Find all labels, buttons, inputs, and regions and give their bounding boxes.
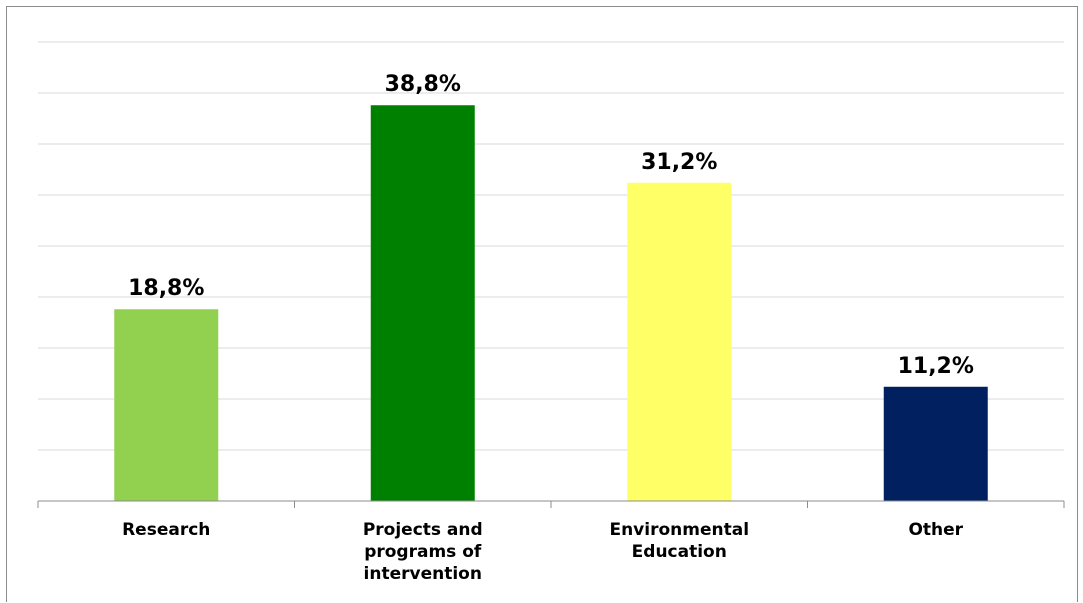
data-label: 38,8%: [385, 72, 461, 97]
bar-projects-and-programs-of-intervention: [370, 105, 475, 502]
bar-environmental-education: [627, 182, 732, 501]
bar-chart: 18,8% 38,8% 31,2% 11,2%: [37, 41, 1065, 508]
x-tick-label: Research: [122, 520, 211, 540]
data-label: 31,2%: [641, 150, 717, 175]
data-label: 11,2%: [898, 354, 974, 379]
value-labels: 18,8% 38,8% 31,2% 11,2%: [128, 72, 974, 379]
bar-research: [114, 309, 219, 501]
x-tick-label: Environmental Education: [609, 520, 750, 562]
x-tick-label: Other: [908, 520, 964, 540]
x-tick-label: Projects and programs of intervention: [362, 520, 483, 584]
chart-frame: 18,8% 38,8% 31,2% 11,2% Research Projects an…: [6, 6, 1078, 602]
bar-other: [883, 386, 988, 501]
data-label: 18,8%: [128, 276, 204, 301]
x-axis: [37, 500, 1065, 508]
bars: [114, 105, 988, 502]
